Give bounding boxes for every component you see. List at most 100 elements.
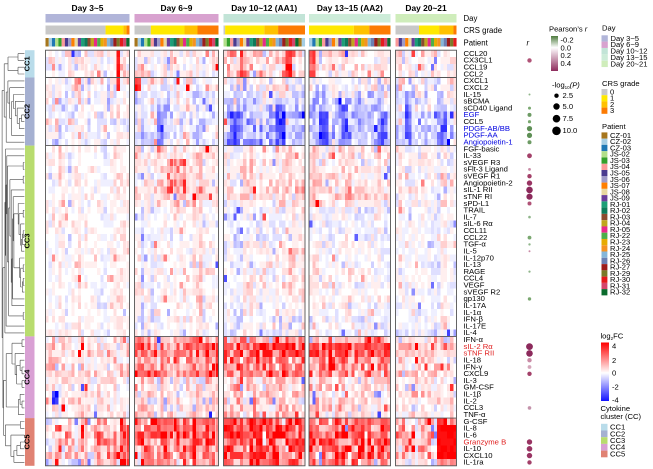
svg-text:CZ-03: CZ-03 xyxy=(610,143,631,152)
svg-text:cluster (CC): cluster (CC) xyxy=(601,412,642,421)
svg-text:PDGF-AA: PDGF-AA xyxy=(464,131,499,140)
svg-text:IL-7: IL-7 xyxy=(464,212,477,221)
svg-text:10.0: 10.0 xyxy=(563,126,578,135)
svg-text:IFN-α: IFN-α xyxy=(464,335,484,344)
svg-text:IL-1ra: IL-1ra xyxy=(464,458,485,467)
svg-text:sTNF RI: sTNF RI xyxy=(464,192,493,201)
svg-text:CC2: CC2 xyxy=(23,104,32,119)
svg-text:CXCL10: CXCL10 xyxy=(464,451,493,460)
svg-text:CC1: CC1 xyxy=(610,423,625,432)
svg-text:IL-3: IL-3 xyxy=(464,376,477,385)
svg-text:0.2: 0.2 xyxy=(561,51,572,60)
svg-text:4: 4 xyxy=(612,342,616,351)
svg-text:CCL3: CCL3 xyxy=(464,403,484,412)
svg-text:CCL2: CCL2 xyxy=(464,69,484,78)
svg-text:RJ-03: RJ-03 xyxy=(610,212,630,221)
svg-text:RJ-25: RJ-25 xyxy=(610,250,630,259)
svg-text:RAGE: RAGE xyxy=(464,267,486,276)
svg-text:Patient: Patient xyxy=(602,122,627,131)
svg-text:Cytokine: Cytokine xyxy=(601,404,631,413)
svg-text:JS-03: JS-03 xyxy=(610,156,630,165)
svg-text:IL-8: IL-8 xyxy=(464,424,477,433)
svg-text:IL-17A: IL-17A xyxy=(464,301,488,310)
svg-text:TNF-α: TNF-α xyxy=(464,410,487,419)
svg-text:sVEGF R2: sVEGF R2 xyxy=(464,287,501,296)
svg-text:Day 13~15 (AA2): Day 13~15 (AA2) xyxy=(317,3,383,13)
svg-text:sVEGF R1: sVEGF R1 xyxy=(464,172,501,181)
svg-text:CCL11: CCL11 xyxy=(464,226,487,235)
svg-text:CRS grade: CRS grade xyxy=(602,79,640,88)
svg-text:RJ-22: RJ-22 xyxy=(610,231,630,240)
svg-text:log2FC: log2FC xyxy=(601,332,624,342)
svg-text:IL-18: IL-18 xyxy=(464,356,482,365)
svg-text:0: 0 xyxy=(612,369,616,378)
svg-text:sIL-6 Rα: sIL-6 Rα xyxy=(464,219,494,228)
svg-text:RJ-01: RJ-01 xyxy=(610,200,630,209)
svg-text:JS-04: JS-04 xyxy=(610,162,630,171)
svg-text:CCL5: CCL5 xyxy=(464,117,484,126)
svg-text:JS-09: JS-09 xyxy=(610,194,630,203)
svg-text:RJ-26: RJ-26 xyxy=(610,256,630,265)
svg-text:VEGF: VEGF xyxy=(464,281,485,290)
svg-text:Day 6~9: Day 6~9 xyxy=(161,3,193,13)
svg-text:Day: Day xyxy=(464,14,478,23)
svg-text:G-CSF: G-CSF xyxy=(464,417,488,426)
svg-text:CC4: CC4 xyxy=(610,443,625,452)
svg-text:RJ-27: RJ-27 xyxy=(610,263,630,272)
svg-text:0: 0 xyxy=(610,88,614,97)
svg-text:CCL19: CCL19 xyxy=(464,63,488,72)
svg-text:TRAIL: TRAIL xyxy=(464,206,487,215)
svg-text:CC4: CC4 xyxy=(23,369,32,385)
svg-text:IL-4: IL-4 xyxy=(464,328,478,337)
svg-text:JS-02: JS-02 xyxy=(610,150,630,159)
svg-text:IL-17E: IL-17E xyxy=(464,321,487,330)
svg-text:1: 1 xyxy=(610,94,614,103)
svg-text:CCL20: CCL20 xyxy=(464,49,488,58)
svg-text:EGF: EGF xyxy=(464,110,480,119)
svg-text:RJ-30: RJ-30 xyxy=(610,275,630,284)
svg-text:sTNF RII: sTNF RII xyxy=(464,349,495,358)
svg-text:JS-05: JS-05 xyxy=(610,169,630,178)
svg-text:IFN-γ: IFN-γ xyxy=(464,362,483,371)
svg-text:sPD-L1: sPD-L1 xyxy=(464,199,490,208)
svg-text:IL-15: IL-15 xyxy=(464,90,482,99)
svg-text:CC3: CC3 xyxy=(23,233,32,248)
svg-text:RJ-04: RJ-04 xyxy=(610,219,630,228)
svg-text:Day 6~9: Day 6~9 xyxy=(611,40,640,49)
svg-text:IL-6: IL-6 xyxy=(464,430,477,439)
svg-text:GM-CSF: GM-CSF xyxy=(464,383,495,392)
svg-text:IL-13: IL-13 xyxy=(464,260,482,269)
svg-text:CX3CL1: CX3CL1 xyxy=(464,56,493,65)
svg-text:Day 20~21: Day 20~21 xyxy=(405,3,447,13)
svg-text:Patient: Patient xyxy=(464,38,489,47)
svg-text:RJ-05: RJ-05 xyxy=(610,225,630,234)
svg-text:sFlt-3 Ligand: sFlt-3 Ligand xyxy=(464,165,508,174)
svg-text:JS-06: JS-06 xyxy=(610,175,630,184)
svg-text:3: 3 xyxy=(610,106,614,115)
svg-text:CC2: CC2 xyxy=(610,429,625,438)
svg-text:Angiopoietin-1: Angiopoietin-1 xyxy=(464,138,513,147)
svg-text:Day 3~5: Day 3~5 xyxy=(72,3,104,13)
svg-text:sIL-2 Rα: sIL-2 Rα xyxy=(464,342,494,351)
svg-text:FGF-basic: FGF-basic xyxy=(464,144,500,153)
svg-text:r: r xyxy=(527,38,530,47)
svg-text:sVEGF R3: sVEGF R3 xyxy=(464,158,501,167)
svg-text:0.0: 0.0 xyxy=(561,43,572,52)
svg-text:Day 10~12: Day 10~12 xyxy=(611,47,648,56)
svg-text:IL-1α: IL-1α xyxy=(464,308,482,317)
svg-text:PDGF-AB/BB: PDGF-AB/BB xyxy=(464,124,511,133)
svg-text:TGF-α: TGF-α xyxy=(464,240,487,249)
svg-text:IL-1β: IL-1β xyxy=(464,390,482,399)
svg-text:RJ-23: RJ-23 xyxy=(610,238,630,247)
svg-text:IL-5: IL-5 xyxy=(464,247,477,256)
svg-text:RJ-32: RJ-32 xyxy=(610,288,630,297)
svg-text:JS-07: JS-07 xyxy=(610,181,630,190)
svg-text:CXCL2: CXCL2 xyxy=(464,83,489,92)
svg-text:0.4: 0.4 xyxy=(561,59,572,68)
svg-text:IL-12p70: IL-12p70 xyxy=(464,253,494,262)
svg-text:JS-08: JS-08 xyxy=(610,187,630,196)
svg-text:5.0: 5.0 xyxy=(563,102,574,111)
svg-text:CRS grade: CRS grade xyxy=(464,26,503,35)
svg-text:Day 20~21: Day 20~21 xyxy=(611,59,648,68)
svg-text:CXCL1: CXCL1 xyxy=(464,76,489,85)
